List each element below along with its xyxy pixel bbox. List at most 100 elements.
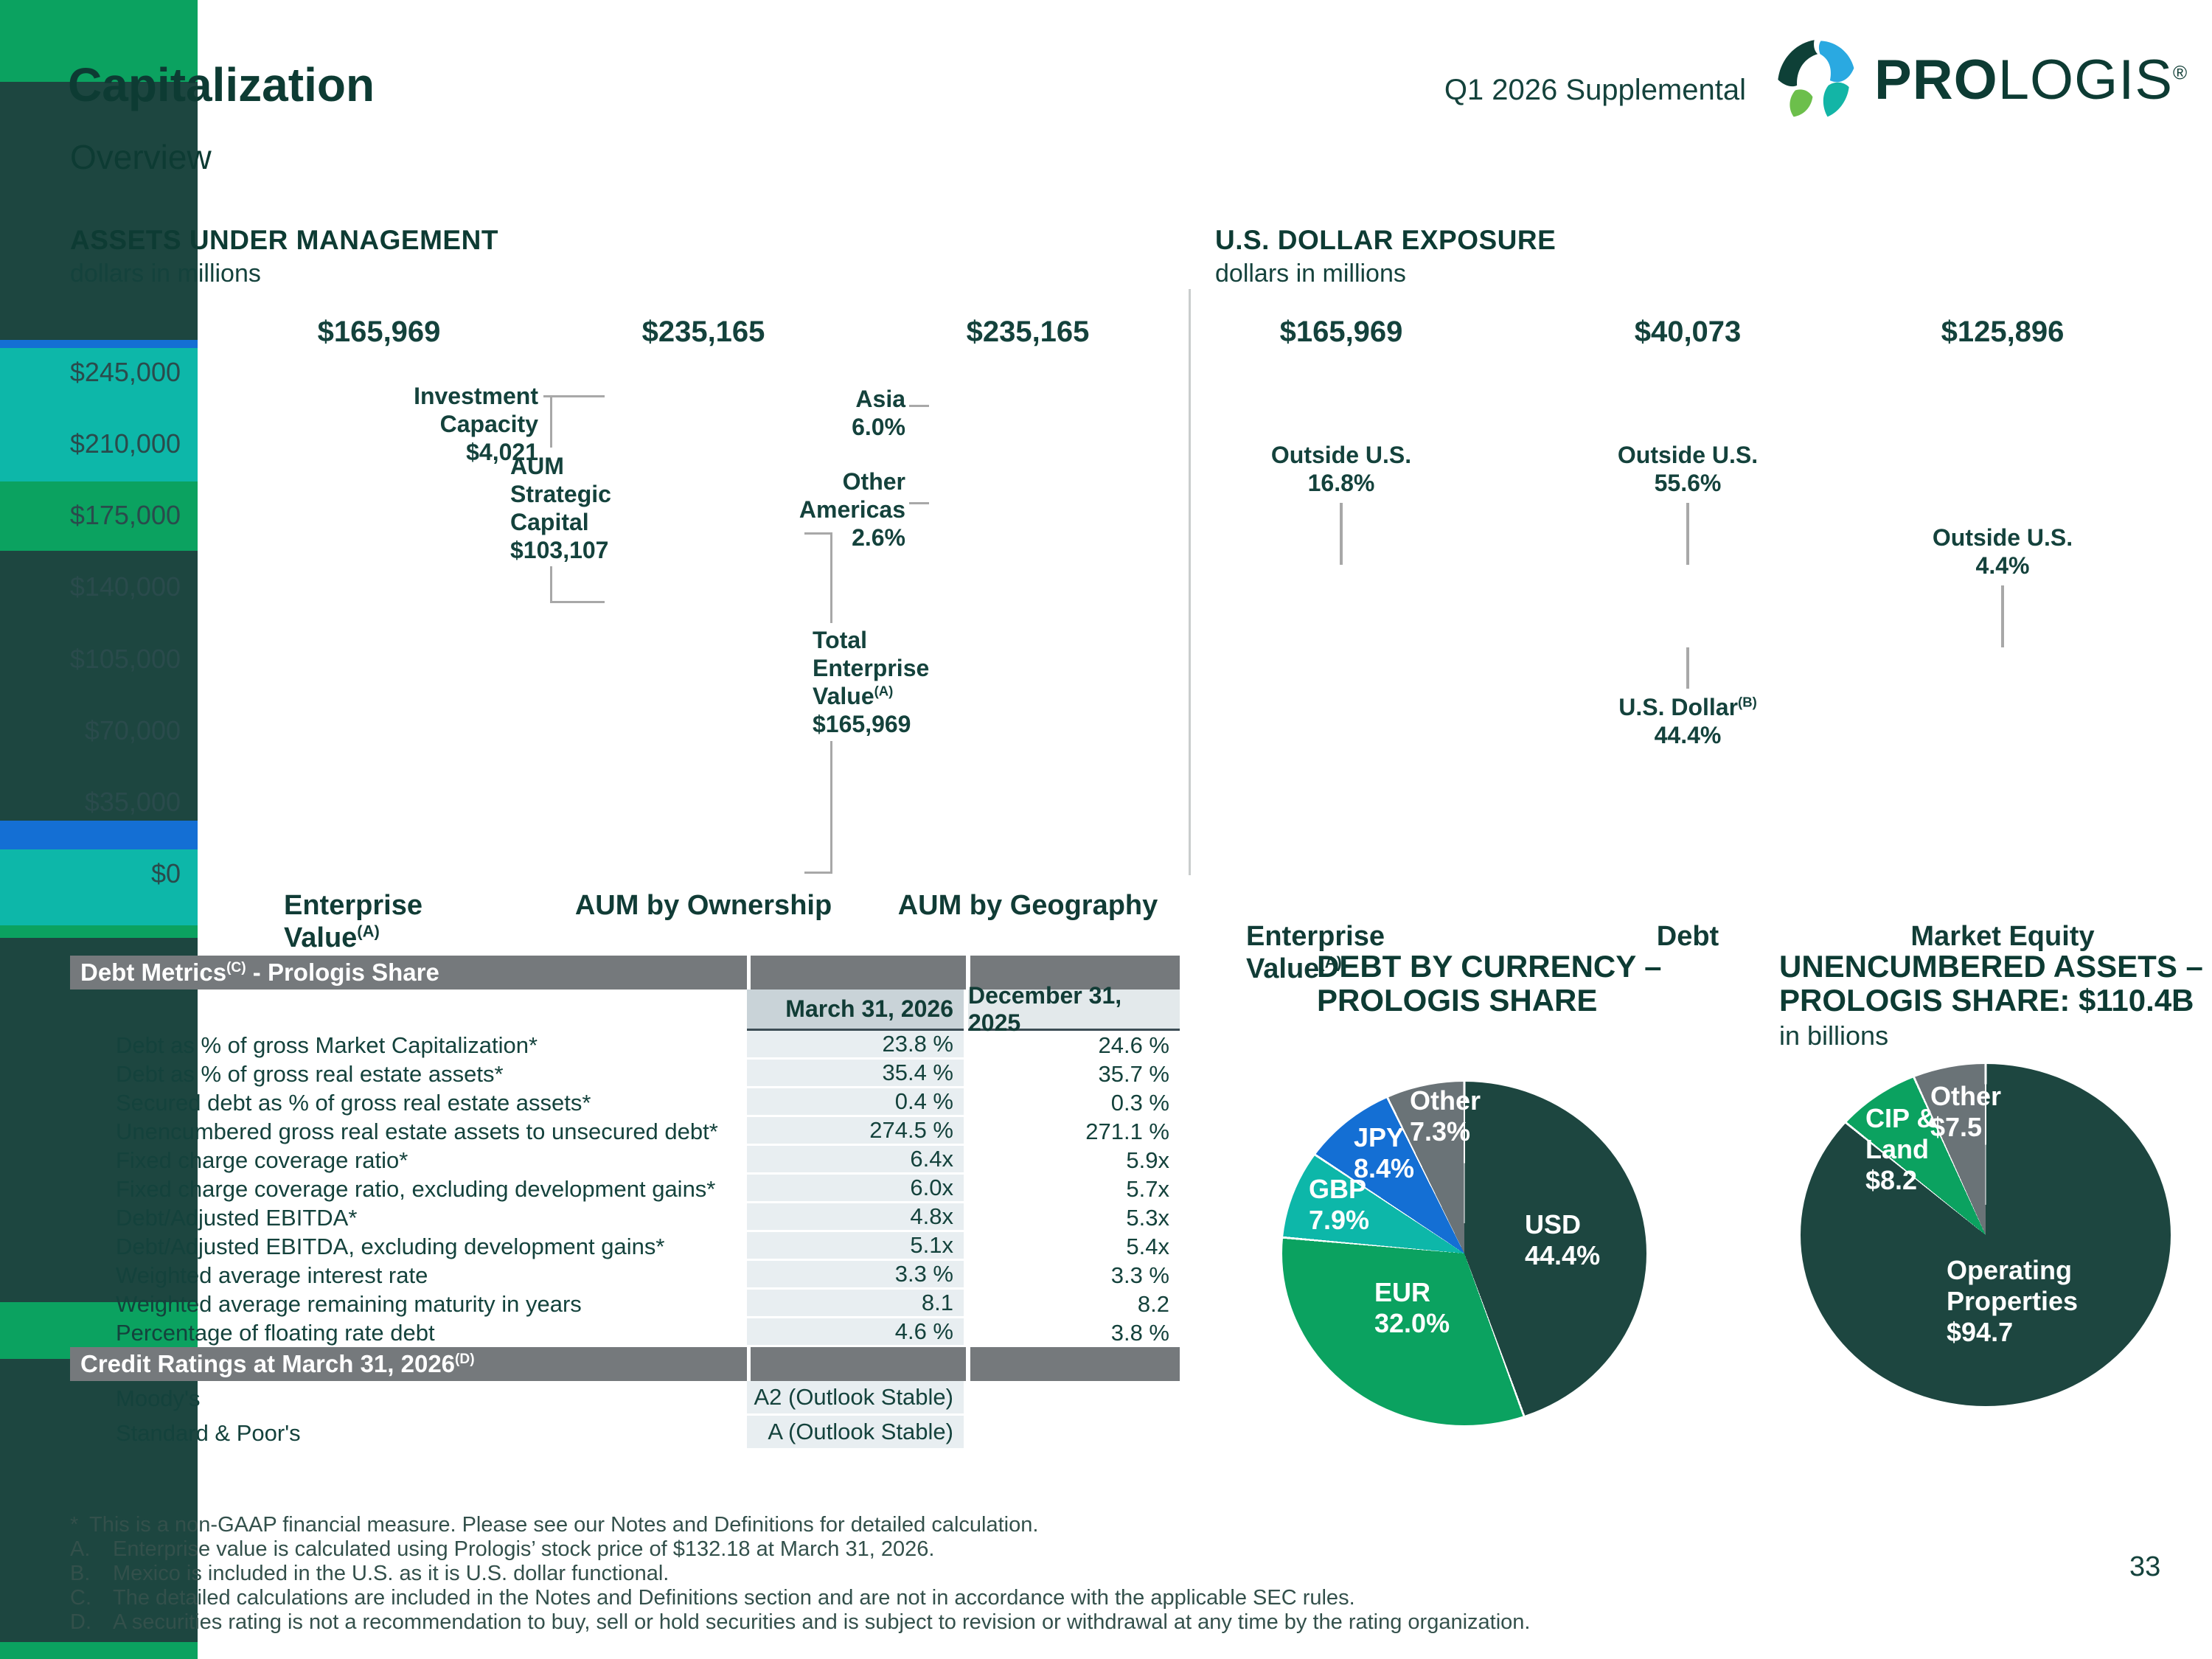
bar-segment-direct-owned-and-other bbox=[0, 550, 198, 821]
bar-segment-investors-share-of-ventures bbox=[0, 347, 198, 481]
column-gap bbox=[742, 1203, 747, 1232]
column-gap bbox=[964, 1088, 968, 1117]
footnote-item: * This is a non-GAAP financial measure. P… bbox=[70, 1513, 1854, 1537]
row-value-december bbox=[968, 1416, 1180, 1450]
footnote-marker: B. bbox=[70, 1562, 91, 1585]
row-label: Fixed charge coverage ratio* bbox=[116, 1147, 408, 1173]
section-divider bbox=[1189, 289, 1191, 875]
annotation-total-enterprise-value: Total Enterprise Value(A) $165,969 bbox=[813, 627, 930, 737]
row-label: Weighted average remaining maturity in y… bbox=[116, 1290, 582, 1317]
header-col2 bbox=[970, 956, 1180, 990]
footnote-item: C. The detailed calculations are included… bbox=[70, 1586, 1854, 1610]
registered-mark-icon: ® bbox=[2173, 61, 2188, 84]
table-row: Moody's A2 (Outlook Stable) bbox=[70, 1381, 1180, 1416]
page-subtitle: Overview bbox=[70, 138, 212, 176]
column-gap bbox=[964, 990, 968, 1031]
x-axis-label-enterprise-value: Enterprise Value(A) bbox=[284, 890, 422, 953]
table-row: Debt/Adjusted EBITDA, excluding developm… bbox=[70, 1232, 1180, 1261]
column-gap bbox=[742, 1318, 747, 1347]
table-row: Weighted average interest rate 3.3 % 3.3 % bbox=[70, 1261, 1180, 1290]
aum-section-title: ASSETS UNDER MANAGEMENT bbox=[70, 225, 498, 255]
pie1-title: DEBT BY CURRENCY – PROLOGIS SHARE bbox=[1317, 949, 1662, 1018]
table-row: Percentage of floating rate debt 4.6 % 3.8… bbox=[70, 1318, 1180, 1347]
pie-slice-label-gbp: GBP 7.9% bbox=[1309, 1174, 1370, 1235]
annotation-aum-strategic-capital: AUM Strategic Capital $103,107 bbox=[510, 453, 611, 563]
footnote-text: The detailed calculations are included i… bbox=[113, 1586, 1355, 1610]
edition-label: Q1 2026 Supplemental bbox=[1444, 74, 1746, 106]
row-label: Debt as % of gross real estate assets* bbox=[116, 1060, 504, 1087]
footnote-text: Mexico is included in the U.S. as it is … bbox=[113, 1562, 669, 1585]
pie-slice-label-other: Other $7.5 bbox=[1930, 1081, 2002, 1142]
y-axis-tick-label: $0 bbox=[150, 858, 181, 888]
annotation-asia: Asia 6.0% bbox=[852, 386, 905, 440]
row-value-march: A2 (Outlook Stable) bbox=[747, 1381, 964, 1416]
row-label: Moody's bbox=[116, 1385, 201, 1411]
row-value-december: 24.6 % bbox=[1098, 1032, 1169, 1058]
globe-icon bbox=[1778, 40, 1854, 117]
column-gap bbox=[746, 1347, 751, 1381]
leader-line bbox=[543, 395, 605, 398]
bracket-line bbox=[830, 741, 832, 872]
column-gap bbox=[964, 1416, 968, 1450]
footnote-item: B. Mexico is included in the U.S. as it i… bbox=[70, 1562, 1854, 1586]
table-column-headers: March 31, 2026 December 31, 2025 bbox=[70, 982, 1180, 1036]
bar-segment-market-equity bbox=[0, 82, 198, 340]
pie-debt-by-currency bbox=[1282, 1082, 1646, 1425]
column-header-spacer bbox=[70, 990, 742, 1031]
annotation-us-dollar: U.S. Dollar(B) 44.4% bbox=[1618, 693, 1757, 748]
pie-slice-label-operating-properties: Operating Properties $94.7 bbox=[1947, 1255, 2079, 1347]
bar-total-label: $125,896 bbox=[1941, 316, 2065, 348]
pie-unencumbered-assets bbox=[1801, 1064, 2171, 1406]
debt-metrics-header: Debt Metrics(C) - Prologis Share bbox=[70, 956, 1180, 990]
column-gap bbox=[742, 1031, 747, 1060]
row-value-march: 6.0x bbox=[747, 1175, 964, 1203]
column-gap bbox=[742, 1232, 747, 1261]
bar-segment-label: Direct owned and other $132,058 bbox=[627, 680, 780, 826]
row-value-december: 35.7 % bbox=[1098, 1060, 1169, 1087]
bracket-line bbox=[550, 566, 552, 604]
column-gap bbox=[742, 1060, 747, 1088]
column-gap bbox=[742, 1416, 747, 1450]
column-gap bbox=[742, 990, 747, 1031]
bar-segment-europe bbox=[0, 849, 198, 925]
footnote-item: A. Enterprise value is calculated using P… bbox=[70, 1537, 1854, 1562]
y-axis-tick-label: $175,000 bbox=[69, 500, 181, 531]
row-value-december: 8.2 bbox=[1137, 1290, 1169, 1317]
x-axis-label-aum-by-geography: AUM by Geography bbox=[897, 890, 1158, 921]
bar-segment-u-s-dollar bbox=[0, 1359, 198, 1642]
row-value-march: 4.6 % bbox=[747, 1318, 964, 1347]
bar-segment-outside-u-s- bbox=[0, 1641, 198, 1659]
usd-section-title: U.S. DOLLAR EXPOSURE bbox=[1215, 225, 1557, 255]
leader-line bbox=[2001, 585, 2004, 647]
footnote-text: Enterprise value is calculated using Pro… bbox=[113, 1537, 935, 1561]
footnote-text: A securities rating is not a recommendat… bbox=[113, 1610, 1531, 1634]
bar-total-label: $40,073 bbox=[1634, 316, 1742, 348]
bar-segment-asia bbox=[0, 821, 198, 850]
column-gap bbox=[742, 1175, 747, 1203]
column-gap bbox=[964, 1318, 968, 1347]
leader-line bbox=[909, 502, 929, 504]
logo-wordmark: PROLOGIS® bbox=[1874, 48, 2188, 111]
leader-line bbox=[1686, 503, 1689, 566]
bracket-line bbox=[550, 601, 605, 604]
row-value-march: 6.4x bbox=[747, 1146, 964, 1175]
y-axis-tick-label: $140,000 bbox=[69, 571, 181, 602]
prologis-logo: PROLOGIS® bbox=[1775, 38, 2188, 121]
bar-total-label: $235,165 bbox=[966, 316, 1090, 348]
pie-slice-label-other: Other 7.3% bbox=[1410, 1085, 1481, 1147]
column-gap bbox=[964, 1261, 968, 1290]
credit-ratings-header: Credit Ratings at March 31, 2026(D) bbox=[70, 1347, 1180, 1381]
table-row: Standard & Poor's A (Outlook Stable) bbox=[70, 1416, 1180, 1450]
debt-metrics-table: Debt Metrics(C) - Prologis Share March 3… bbox=[70, 956, 1180, 1450]
row-value-december: 3.8 % bbox=[1110, 1319, 1169, 1346]
annotation-investment-capacity: Investment Capacity $4,021 bbox=[414, 383, 538, 465]
column-gap bbox=[964, 1381, 968, 1416]
bar-segment-label: Prologis Share of ventures $33,911 bbox=[617, 525, 790, 641]
page-number: 33 bbox=[2129, 1551, 2161, 1582]
y-axis-tick-label: $70,000 bbox=[84, 714, 181, 745]
column-gap bbox=[965, 1347, 970, 1381]
column-gap bbox=[964, 1232, 968, 1261]
pie-slice-label-eur: EUR 32.0% bbox=[1374, 1277, 1450, 1338]
x-axis-label-debt: Debt bbox=[1656, 921, 1719, 952]
